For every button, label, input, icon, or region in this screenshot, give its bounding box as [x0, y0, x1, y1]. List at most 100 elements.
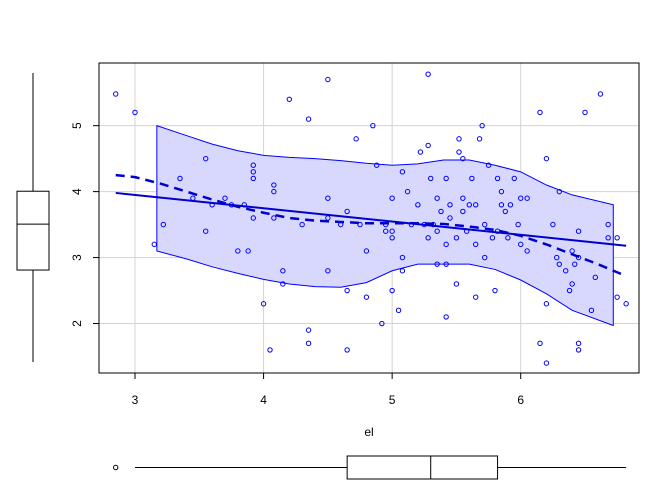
data-point [357, 221, 363, 228]
data-point [415, 202, 421, 208]
data-point [434, 261, 440, 267]
data-point [460, 155, 466, 162]
data-point [250, 169, 256, 175]
data-point [515, 221, 521, 228]
data-points [113, 71, 629, 366]
data-point [460, 208, 466, 215]
data-point [383, 228, 389, 234]
y-tick-label: 3 [70, 254, 84, 261]
data-point [473, 241, 479, 248]
y-tick-label: 2 [70, 320, 84, 327]
data-point [563, 268, 569, 274]
y-tick-label: 5 [70, 122, 84, 129]
data-point [443, 241, 449, 248]
data-point [404, 188, 411, 195]
data-point [443, 314, 449, 320]
data-point [447, 202, 453, 208]
data-point [597, 91, 604, 97]
data-point [417, 149, 424, 155]
x-boxplot [113, 455, 627, 480]
data-point [537, 340, 543, 347]
y-axis: 2 3 4 5 [70, 122, 100, 327]
data-point [363, 294, 370, 300]
data-point [507, 202, 514, 208]
data-point [456, 149, 462, 155]
x-tick-label: 3 [132, 393, 139, 407]
data-point [556, 188, 562, 195]
data-point [502, 208, 508, 215]
data-point [271, 188, 277, 195]
data-point [556, 261, 562, 267]
data-point [434, 195, 440, 201]
data-point [443, 175, 449, 182]
data-point [344, 208, 350, 215]
data-point [605, 221, 611, 228]
data-point [443, 261, 449, 267]
data-point [543, 301, 550, 307]
data-point [453, 235, 460, 241]
data-point [575, 228, 582, 234]
data-point [469, 175, 475, 182]
data-point [434, 228, 440, 234]
data-point [267, 347, 273, 353]
data-point [588, 307, 595, 314]
data-point [485, 162, 492, 168]
data-point [260, 301, 267, 307]
x-axis: 3 4 5 6 [132, 372, 524, 407]
data-point [203, 228, 209, 234]
data-point [524, 195, 530, 201]
data-point [456, 136, 462, 142]
data-point [492, 287, 498, 294]
data-point [592, 274, 598, 281]
y-boxplot [16, 73, 50, 362]
data-point [447, 215, 453, 221]
data-point [305, 116, 312, 122]
data-point [518, 241, 524, 248]
data-point [379, 320, 385, 327]
data-point [305, 340, 312, 347]
data-point [374, 162, 380, 168]
data-point [575, 340, 582, 347]
data-point [605, 235, 611, 241]
y-tick-label: 4 [70, 188, 84, 195]
data-point [498, 202, 505, 208]
data-point [623, 301, 629, 307]
data-point [325, 76, 331, 83]
x-tick-label: 5 [389, 393, 396, 407]
x-box-body [346, 455, 499, 480]
data-point [280, 268, 286, 274]
data-point [582, 109, 588, 116]
data-point [395, 307, 402, 314]
data-point [498, 188, 505, 195]
x-tick-label: 6 [517, 393, 524, 407]
data-point [566, 287, 573, 294]
y-box-body [16, 190, 50, 271]
data-point [299, 221, 305, 228]
data-point [550, 221, 556, 228]
data-point [363, 248, 370, 254]
data-point [572, 261, 578, 267]
data-point [505, 235, 511, 241]
data-point [353, 136, 359, 142]
data-point [250, 162, 256, 168]
data-point [511, 175, 517, 182]
data-point [113, 91, 119, 97]
data-point [524, 248, 530, 254]
data-point [489, 235, 496, 241]
data-point [389, 287, 395, 294]
data-point [271, 182, 277, 188]
data-point [325, 268, 331, 274]
data-point [425, 71, 431, 77]
data-point [325, 195, 331, 201]
data-point [453, 281, 460, 287]
data-point [518, 195, 524, 201]
data-point [344, 347, 350, 353]
data-point [177, 175, 183, 182]
data-point [203, 155, 209, 162]
data-point [479, 122, 485, 129]
smooth-fit-line [115, 173, 627, 278]
data-point [160, 221, 166, 228]
data-point [575, 347, 582, 353]
data-point [286, 96, 292, 102]
